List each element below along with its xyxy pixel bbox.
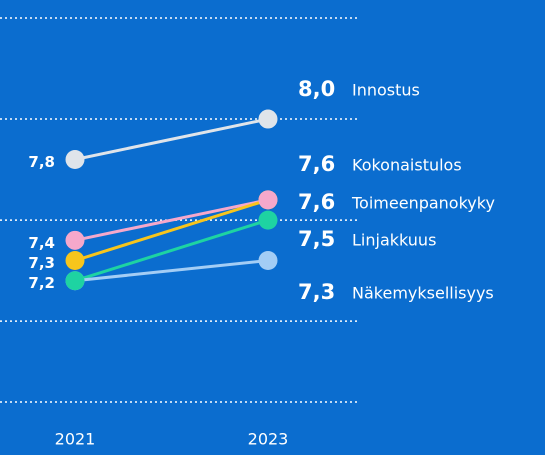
series-name: Linjakkuus	[352, 231, 436, 250]
right-value-label: 7,6	[298, 152, 335, 176]
series-name: Kokonaistulos	[352, 156, 462, 175]
marker	[258, 190, 278, 210]
series-name: Näkemyksellisyys	[352, 284, 494, 303]
marker	[65, 149, 85, 169]
slope-line	[74, 259, 269, 283]
slope-line	[74, 198, 269, 242]
right-value-label: 7,3	[298, 280, 335, 304]
series-name: Innostus	[352, 81, 420, 100]
left-value-label: 7,2	[28, 274, 55, 292]
right-value-label: 7,5	[298, 227, 335, 251]
marker	[65, 230, 85, 250]
left-value-label: 7,4	[28, 234, 55, 252]
x-tick-label: 2023	[248, 430, 289, 449]
right-value-label: 8,0	[298, 77, 335, 101]
marker	[258, 109, 278, 129]
marker	[65, 271, 85, 291]
slope-line	[74, 198, 269, 262]
slope-line	[74, 218, 269, 283]
slope-line	[74, 117, 269, 161]
series-name: Toimeenpanokyky	[351, 194, 495, 213]
right-value-label: 7,6	[298, 190, 335, 214]
marker	[65, 251, 85, 271]
marker	[258, 210, 278, 230]
left-value-label: 7,3	[28, 254, 55, 272]
marker	[258, 251, 278, 271]
left-value-label: 7,8	[28, 153, 55, 171]
x-tick-label: 2021	[55, 430, 96, 449]
